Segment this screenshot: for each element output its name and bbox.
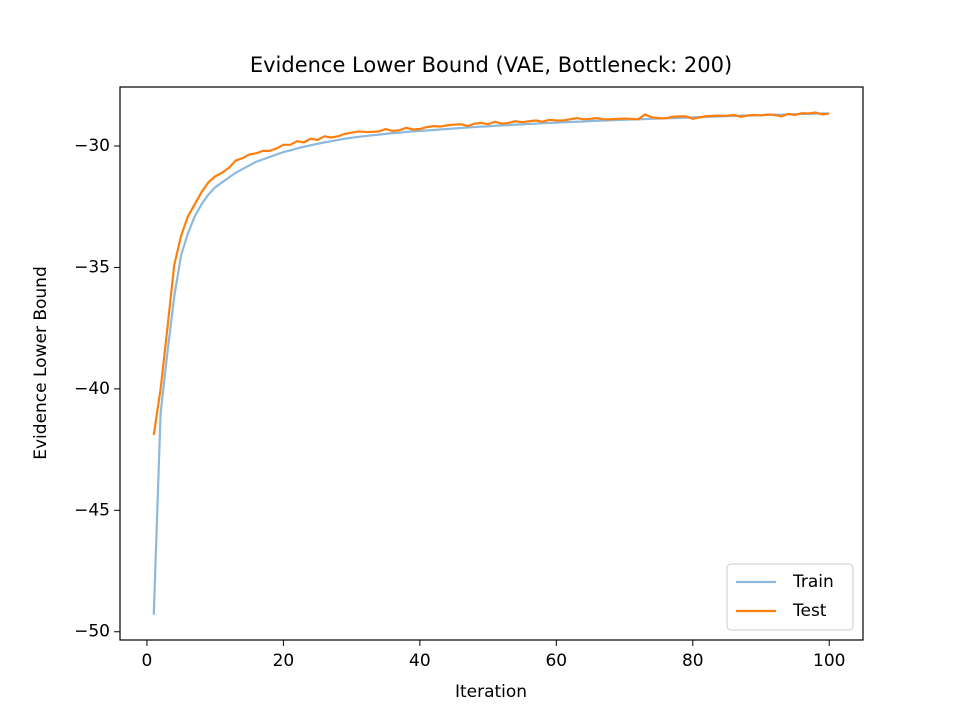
x-tick-label: 20: [273, 651, 295, 671]
x-tick-label: 40: [409, 651, 431, 671]
y-axis-label: Evidence Lower Bound: [31, 266, 51, 460]
legend-label: Train: [792, 572, 834, 592]
x-tick-label: 100: [813, 651, 845, 671]
series-line: [152, 111, 830, 436]
x-tick-label: 80: [682, 651, 704, 671]
chart-title: Evidence Lower Bound (VAE, Bottleneck: 2…: [250, 53, 732, 77]
y-tick-label: −45: [74, 500, 110, 520]
legend-label: Test: [792, 601, 827, 621]
x-axis-label: Iteration: [455, 682, 527, 702]
legend-box: [726, 563, 854, 631]
y-tick-label: −50: [74, 622, 110, 642]
x-tick-label: 60: [545, 651, 567, 671]
plot-frame: [119, 86, 864, 641]
x-tick-label: 0: [142, 651, 153, 671]
y-tick-label: −40: [74, 379, 110, 399]
y-tick-label: −30: [74, 136, 110, 156]
y-tick-label: −35: [74, 257, 110, 277]
